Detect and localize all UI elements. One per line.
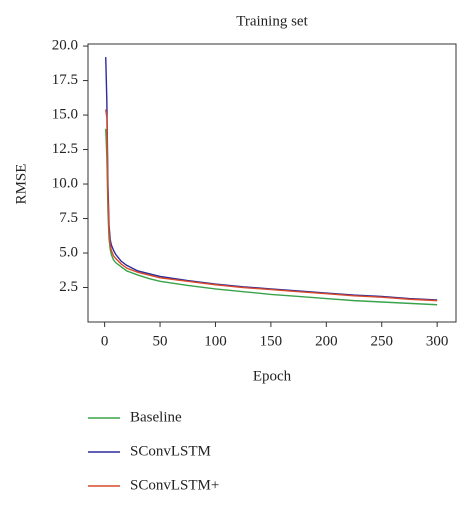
y-tick-label: 5.0 — [59, 244, 78, 260]
y-tick-label: 20.0 — [52, 38, 78, 54]
series-line — [105, 57, 438, 301]
y-tick-label: 7.5 — [59, 210, 78, 226]
y-tick-label: 15.0 — [52, 106, 78, 122]
y-tick-label: 2.5 — [59, 279, 78, 295]
x-tick-label: 100 — [204, 333, 227, 349]
x-tick-label: 200 — [315, 333, 338, 349]
y-tick-label: 10.0 — [52, 175, 78, 191]
legend-label: Baseline — [130, 409, 182, 425]
legend-label: SConvLSTM — [130, 443, 211, 459]
x-tick-label: 50 — [153, 333, 168, 349]
plot-frame — [87, 43, 457, 323]
x-tick-label: 250 — [370, 333, 393, 349]
x-tick-label: 150 — [260, 333, 283, 349]
chart-title: Training set — [236, 13, 308, 29]
x-tick-label: 300 — [426, 333, 449, 349]
legend-label: SConvLSTM+ — [130, 477, 219, 493]
series-line — [105, 109, 438, 302]
x-tick-label: 0 — [101, 333, 109, 349]
series-line — [105, 128, 438, 306]
y-axis-label: RMSE — [13, 164, 29, 205]
y-tick-label: 17.5 — [52, 72, 78, 88]
x-axis-label: Epoch — [253, 368, 292, 384]
y-tick-label: 12.5 — [52, 141, 78, 157]
